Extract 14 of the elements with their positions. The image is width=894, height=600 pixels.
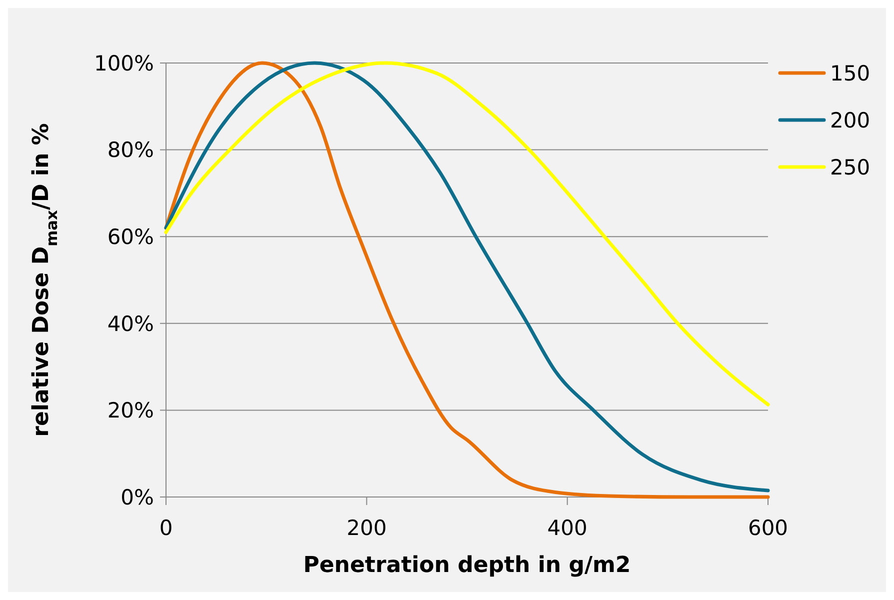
y-tick-label: 40%	[107, 312, 154, 336]
legend-label: 200	[830, 108, 870, 132]
x-tick-label: 0	[159, 516, 173, 540]
x-tick-label: 600	[748, 516, 788, 540]
x-tick-label: 200	[346, 516, 387, 540]
x-tick-label: 400	[547, 516, 588, 540]
x-axis-title: Penetration depth in g/m2	[303, 553, 631, 578]
y-tick-label: 60%	[107, 224, 154, 249]
legend-label: 250	[830, 155, 870, 180]
legend-label: 150	[830, 61, 870, 86]
y-tick-label: 0%	[120, 485, 154, 510]
y-tick-label: 80%	[107, 138, 154, 162]
y-tick-label: 20%	[107, 398, 154, 423]
y-tick-label: 100%	[94, 51, 154, 76]
